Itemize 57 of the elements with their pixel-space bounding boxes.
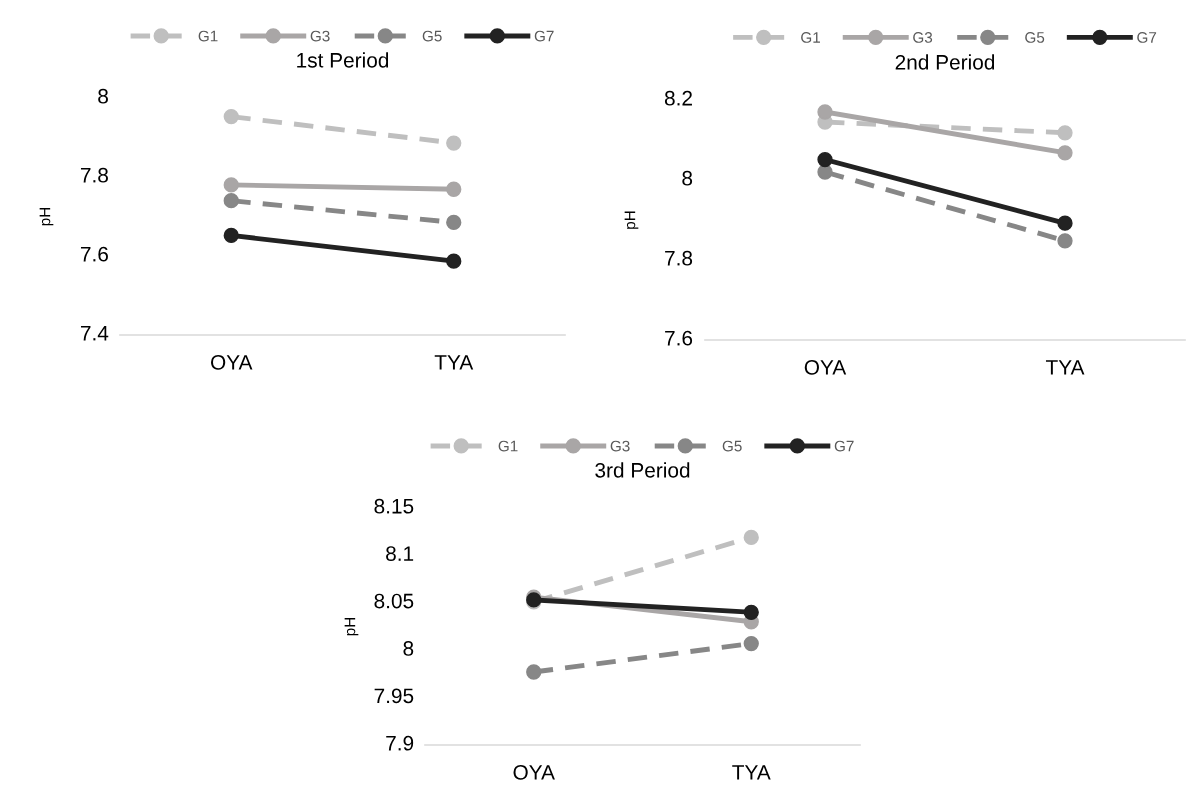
point: [446, 214, 462, 231]
y-tick-label: 8: [98, 88, 108, 104]
y-tick-label: 8: [682, 170, 693, 186]
y-tick-label: 7.6: [665, 330, 693, 346]
y-axis-title: pH: [624, 211, 639, 229]
point: [1057, 215, 1073, 231]
point: [817, 151, 833, 168]
y-tick-label: 8.2: [664, 90, 692, 106]
legend-label: G7: [1137, 32, 1157, 43]
y-tick-label: 7.4: [80, 326, 109, 341]
legend-label: G7: [534, 30, 554, 42]
y-tick-label: 8.05: [374, 593, 414, 609]
point: [223, 177, 239, 193]
y-tick-label: 8.1: [386, 546, 414, 561]
x-tick-label: OYA: [513, 764, 555, 780]
point: [446, 181, 462, 197]
point: [743, 529, 759, 546]
x-tick-label: OYA: [211, 354, 253, 370]
legend-label: G3: [913, 32, 933, 43]
y-tick-label: 8: [403, 641, 414, 656]
point: [223, 193, 239, 209]
point: [223, 227, 239, 244]
point: [817, 104, 833, 120]
point: [1057, 145, 1073, 161]
x-tick-label: TYA: [732, 765, 771, 780]
legend-label: G5: [422, 30, 442, 42]
x-tick-label: TYA: [434, 355, 474, 370]
chart-title: 2nd Period: [895, 54, 995, 70]
point: [1057, 125, 1073, 141]
y-axis-title: pH: [39, 207, 54, 226]
y-tick-label: 8.15: [374, 498, 414, 514]
legend-label: G1: [198, 30, 218, 42]
point: [743, 635, 759, 652]
legend-label: G7: [834, 440, 854, 452]
point: [1057, 233, 1073, 249]
chart-title: 3rd Period: [595, 462, 690, 478]
point: [446, 135, 462, 151]
point: [223, 108, 239, 125]
point: [743, 604, 759, 620]
chart-title: 1st Period: [297, 52, 389, 68]
point: [817, 164, 833, 180]
y-tick-label: 7.6: [80, 246, 108, 262]
legend-label: G5: [1025, 32, 1045, 43]
y-tick-label: 7.95: [374, 688, 414, 704]
y-tick-label: 7.8: [665, 250, 693, 266]
legend-label: G3: [310, 30, 330, 42]
point: [446, 253, 462, 269]
y-tick-label: 7.9: [386, 735, 414, 751]
x-tick-label: TYA: [1045, 360, 1085, 375]
x-tick-label: OYA: [804, 359, 847, 375]
point: [526, 664, 542, 680]
legend-label: G5: [722, 440, 742, 452]
legend-label: G3: [610, 440, 630, 452]
y-axis-title: pH: [344, 617, 359, 636]
legend-label: G1: [801, 32, 820, 43]
legend-label: G1: [498, 440, 518, 452]
y-tick-label: 7.8: [80, 167, 108, 183]
